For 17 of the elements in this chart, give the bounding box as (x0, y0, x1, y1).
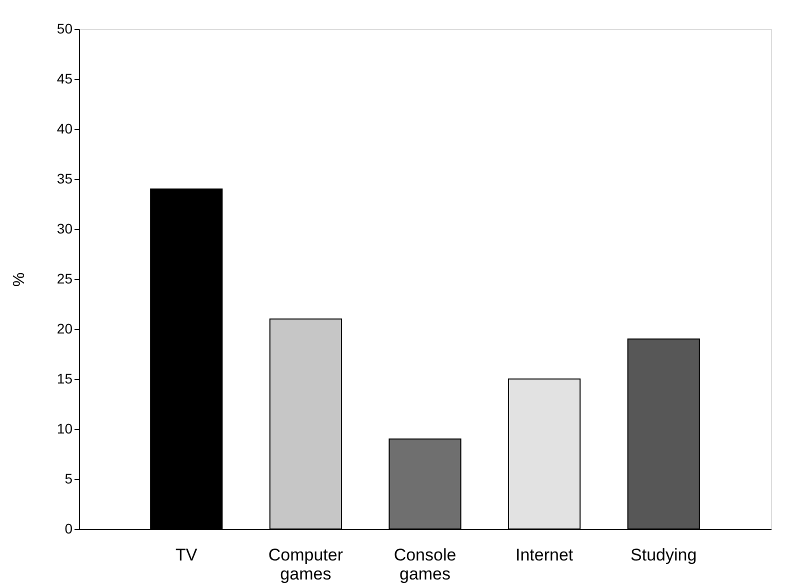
y-tick-label: 45 (56, 70, 73, 86)
x-tick-label: TV (176, 546, 198, 564)
y-tick-label: 0 (64, 520, 73, 536)
y-tick-label: 25 (56, 270, 73, 286)
x-tick-label: Studying (630, 546, 697, 564)
y-tick-label: 35 (56, 170, 73, 186)
y-tick-label: 5 (64, 470, 73, 486)
y-tick-label: 50 (56, 20, 73, 36)
y-tick-label: 20 (56, 320, 73, 336)
x-tick-label: Computer games (268, 546, 344, 584)
x-tick-label: Internet (515, 546, 574, 564)
y-tick-label: 15 (56, 370, 73, 386)
x-tick-label: Console games (394, 546, 456, 584)
y-tick-label: 10 (56, 420, 73, 436)
y-tick-label: 40 (56, 120, 73, 136)
y-axis-title: % (10, 272, 28, 287)
y-tick-label: 30 (56, 220, 73, 236)
